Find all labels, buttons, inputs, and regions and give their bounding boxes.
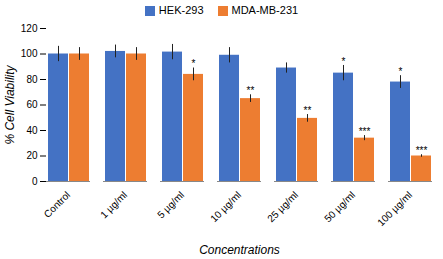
svg-text:40: 40 [26, 125, 38, 136]
html-text:MDA-MB-231: MDA-MB-231 [231, 4, 299, 16]
svg-text:***: *** [416, 145, 428, 156]
svg-text:1 µg/ml: 1 µg/ml [98, 189, 129, 220]
svg-text:**: ** [247, 85, 255, 96]
svg-text:120: 120 [21, 23, 38, 34]
svg-text:***: *** [359, 126, 371, 137]
svg-text:60: 60 [26, 99, 38, 110]
svg-text:Concentrations: Concentrations [199, 243, 280, 257]
svg-text:80: 80 [26, 74, 38, 85]
html-text:HEK-293: HEK-293 [158, 4, 204, 16]
svg-text:*: * [342, 56, 346, 67]
svg-text:**: ** [304, 105, 312, 116]
svg-text:*: * [192, 58, 196, 69]
svg-text:% Cell Viability: % Cell Viability [3, 64, 17, 144]
svg-text:100 µg/ml: 100 µg/ml [375, 189, 414, 228]
svg-text:100: 100 [21, 48, 38, 59]
svg-text:10 µg/ml: 10 µg/ml [208, 189, 243, 224]
svg-text:Control: Control [42, 189, 73, 220]
svg-text:0: 0 [32, 176, 38, 187]
svg-text:20: 20 [26, 150, 38, 161]
svg-text:*: * [399, 66, 403, 77]
svg-text:50 µg/ml: 50 µg/ml [322, 189, 357, 224]
svg-text:5 µg/ml: 5 µg/ml [155, 189, 186, 220]
svg-text:25 µg/ml: 25 µg/ml [265, 189, 300, 224]
